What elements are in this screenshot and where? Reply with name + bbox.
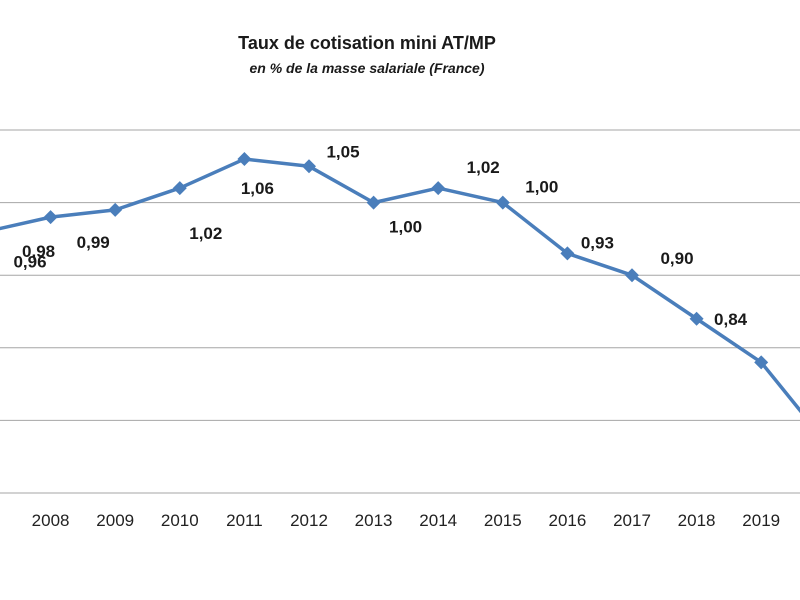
series-line [0,157,800,414]
chart-subtitle: en % de la masse salariale (France) [249,60,484,76]
x-tick-2014: 2014 [419,511,457,530]
x-tick-2016: 2016 [548,511,586,530]
data-point-2010 [172,181,187,196]
data-label-2010: 1,02 [189,224,222,243]
data-point-2016 [560,246,575,261]
data-point-2019 [754,355,769,370]
data-point-2018 [689,311,704,326]
data-point-2012 [302,159,316,174]
x-tick-2015: 2015 [484,511,522,530]
data-point-2013 [366,195,381,210]
data-label-2014: 1,02 [467,158,500,177]
data-labels: 0,960,98 0,99 1,02 1,06 1,05 1,00 1,02 1,00 0,93… [13,142,748,329]
grid-lines [0,129,800,494]
x-tick-2010: 2010 [161,511,199,530]
data-label-2015: 1,00 [525,178,558,197]
data-point-2017 [625,268,639,283]
x-tick-2013: 2013 [355,511,393,530]
data-point-2014 [431,181,446,196]
data-label-2007: 0,96 [13,253,46,272]
x-axis-ticks: 7200820092010201120122013201420152016201… [32,511,780,530]
data-label-2018: 0,84 [714,310,748,329]
x-tick-2019: 2019 [742,511,780,530]
data-label-2016: 0,93 [581,233,614,252]
data-label-2017: 0,90 [660,249,693,268]
x-tick-2012: 2012 [290,511,328,530]
data-label-2012: 1,05 [326,142,359,161]
data-label-2011: 1,06 [241,179,274,198]
data-label-2009: 0,99 [77,233,110,252]
data-point-2009 [108,202,123,217]
series-group [0,152,800,414]
data-point-2011 [237,152,252,167]
x-tick-2018: 2018 [678,511,716,530]
data-point-2008 [43,210,58,225]
data-label-2008: 0,98 [22,242,55,261]
x-tick-2017: 2017 [613,511,651,530]
data-point-2015 [495,195,510,210]
x-tick-2009: 2009 [96,511,134,530]
data-label-2013: 1,00 [389,218,422,237]
chart-title: Taux de cotisation mini AT/MP [238,33,496,53]
x-tick-2011: 2011 [226,511,263,530]
x-tick-2008: 2008 [32,511,70,530]
